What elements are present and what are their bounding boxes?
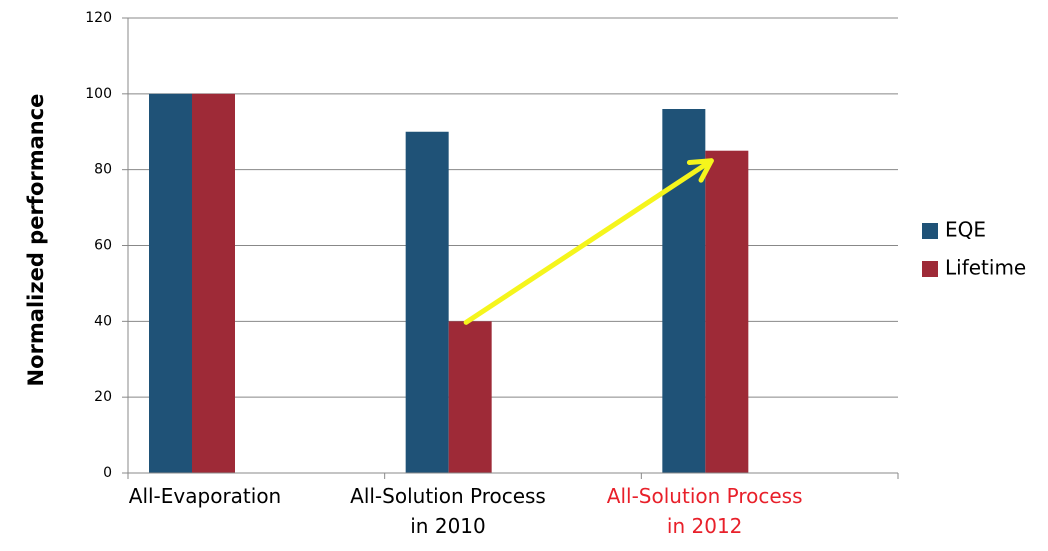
y-tick-label: 80 — [94, 162, 112, 178]
legend-label: Lifetime — [945, 256, 1026, 280]
x-tick-label: All-Evaporation — [129, 484, 281, 508]
y-tick-label: 20 — [94, 389, 112, 405]
bar — [405, 131, 449, 473]
y-axis-title: Normalized performance — [24, 94, 48, 387]
bar — [192, 93, 235, 473]
y-tick-label: 100 — [85, 86, 112, 102]
arrow-shaft — [463, 160, 711, 325]
y-tick-label: 0 — [103, 465, 112, 481]
x-tick-label-line: All-Solution Process — [607, 484, 803, 508]
y-tick-label: 60 — [94, 238, 112, 254]
arrow-head — [698, 158, 714, 183]
arrow-head — [686, 158, 714, 166]
legend-label: EQE — [945, 218, 986, 242]
legend-swatch — [922, 223, 938, 239]
x-tick-label-line: All-Evaporation — [129, 484, 281, 508]
x-tick-label-line: All-Solution Process — [350, 484, 546, 508]
legend-swatch — [922, 261, 938, 277]
bar — [705, 150, 749, 474]
bar — [448, 321, 492, 473]
x-tick-label-line: in 2012 — [667, 514, 743, 538]
y-tick-label: 40 — [94, 313, 112, 329]
y-tick-label: 120 — [85, 10, 112, 26]
x-tick-label: All-Solution Process in 2012 — [607, 484, 803, 538]
bar — [149, 93, 192, 473]
x-tick-label: All-Solution Process in 2010 — [350, 484, 546, 538]
x-tick-label-line: in 2010 — [410, 514, 486, 538]
